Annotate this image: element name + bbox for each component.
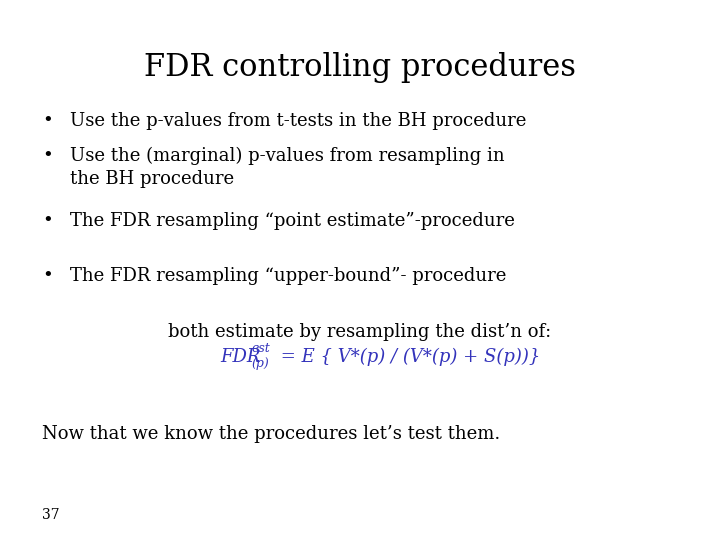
Text: FDR: FDR — [220, 348, 261, 366]
Text: = E { V*(p) / (V*(p) + S(p))}: = E { V*(p) / (V*(p) + S(p))} — [275, 348, 541, 366]
Text: Now that we know the procedures let’s test them.: Now that we know the procedures let’s te… — [42, 425, 500, 443]
Text: FDR controlling procedures: FDR controlling procedures — [144, 52, 576, 83]
Text: •: • — [42, 212, 53, 230]
Text: 37: 37 — [42, 508, 60, 522]
Text: •: • — [42, 147, 53, 165]
Text: The FDR resampling “point estimate”-procedure: The FDR resampling “point estimate”-proc… — [70, 212, 515, 230]
Text: •: • — [42, 267, 53, 285]
Text: both estimate by resampling the dist’n of:: both estimate by resampling the dist’n o… — [168, 323, 552, 341]
Text: The FDR resampling “upper-bound”- procedure: The FDR resampling “upper-bound”- proced… — [70, 267, 506, 285]
Text: (p): (p) — [251, 357, 269, 370]
Text: Use the p-values from t-tests in the BH procedure: Use the p-values from t-tests in the BH … — [70, 112, 526, 130]
Text: •: • — [42, 112, 53, 130]
Text: est: est — [251, 342, 270, 355]
Text: Use the (marginal) p-values from resampling in
the BH procedure: Use the (marginal) p-values from resampl… — [70, 147, 505, 188]
